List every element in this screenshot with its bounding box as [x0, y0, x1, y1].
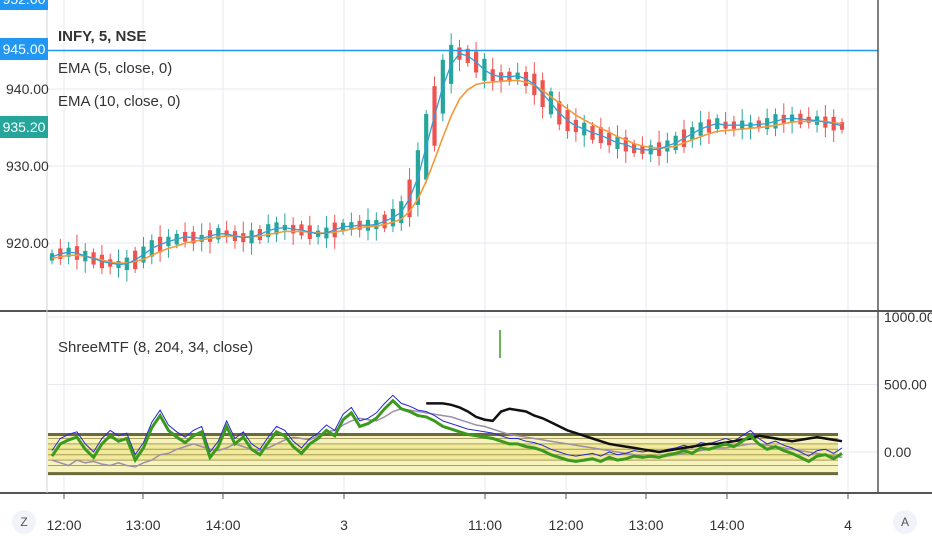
indicator-axis-label: 1000.00	[884, 309, 932, 325]
zoom-button[interactable]: Z	[12, 510, 36, 534]
time-axis-label: 14:00	[709, 517, 744, 533]
ema5-line	[51, 52, 843, 266]
price-axis-label: 940.00	[6, 81, 49, 97]
time-axis-label: 12:00	[46, 517, 81, 533]
price-tag-current: 935.20	[0, 116, 48, 138]
indicator-axis-label: 500.00	[884, 377, 927, 393]
time-axis-label: 4	[844, 517, 852, 533]
time-axis-label: 3	[340, 517, 348, 533]
time-axis-label: 12:00	[548, 517, 583, 533]
axes: 940.00 930.00 920.00 1000.00 500.00 0.00 12:00…	[0, 0, 932, 533]
indicator-axis-label: 0.00	[884, 444, 911, 460]
indicator-line-green	[50, 398, 843, 464]
time-axis-label: 14:00	[205, 517, 240, 533]
ema10-line	[51, 79, 843, 264]
time-axis-label: 11:00	[468, 517, 502, 533]
price-axis-label: 930.00	[6, 158, 49, 174]
auto-scale-button[interactable]: A	[893, 510, 917, 534]
price-axis-label: 920.00	[6, 235, 49, 251]
ema5-legend[interactable]: EMA (5, close, 0)	[58, 60, 173, 77]
series-lines	[48, 49, 878, 468]
symbol-legend[interactable]: INFY, 5, NSE	[58, 28, 147, 45]
price-tag-level: 945.00	[0, 38, 48, 60]
time-axis-label: 13:00	[125, 517, 160, 533]
indicator-line-black	[426, 402, 843, 454]
ema10-legend[interactable]: EMA (10, close, 0)	[58, 93, 181, 110]
time-axis-label: 13:00	[628, 517, 663, 533]
price-tag-top: 952.00	[0, 0, 48, 10]
indicator-legend[interactable]: ShreeMTF (8, 204, 34, close)	[58, 339, 254, 356]
